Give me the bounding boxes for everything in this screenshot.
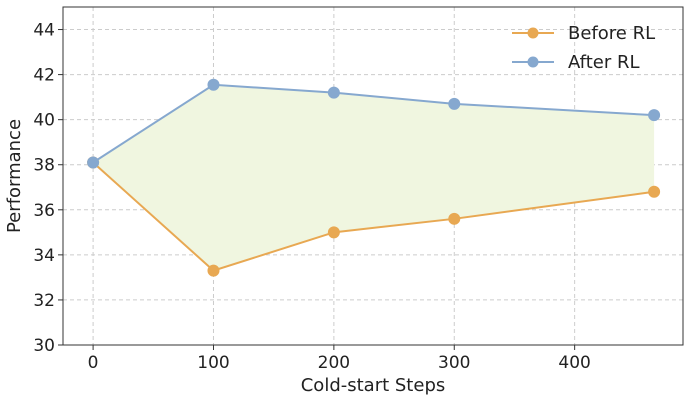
legend-label-before-rl: Before RL [568,23,655,44]
data-point-after-rl [648,109,661,122]
y-tick-label: 42 [33,66,55,86]
data-point-before-rl [448,212,461,225]
y-tick-label: 36 [33,201,55,221]
x-tick-label: 400 [558,353,590,373]
y-tick-label: 44 [33,21,55,41]
data-point-after-rl [207,78,220,91]
legend-marker-after-rl [527,56,539,68]
y-tick-label: 30 [33,336,55,356]
y-axis-label: Performance [4,119,25,233]
y-tick-label: 38 [33,156,55,176]
data-point-after-rl [448,97,461,110]
y-tick-label: 32 [33,291,55,311]
data-point-before-rl [648,185,661,198]
x-tick-label: 0 [88,353,99,373]
y-tick-label: 34 [33,246,55,266]
data-point-before-rl [207,264,220,277]
series-layer [87,78,661,277]
plot-frame [62,6,684,346]
legend: Before RL After RL [512,23,655,73]
x-tick-label: 200 [318,353,350,373]
legend-marker-before-rl [527,27,539,39]
y-tick-label: 40 [33,111,55,131]
x-tick-label: 300 [438,353,470,373]
data-point-after-rl [87,156,100,169]
legend-label-after-rl: After RL [568,52,639,73]
x-tick-label: 100 [197,353,229,373]
axis-ticks: 0 100 200 300 400 30 32 34 36 38 40 42 44 [33,21,591,373]
fill-between-area [93,84,655,271]
data-point-before-rl [327,226,340,239]
data-point-after-rl [327,86,340,99]
x-axis-label: Cold-start Steps [301,375,446,396]
